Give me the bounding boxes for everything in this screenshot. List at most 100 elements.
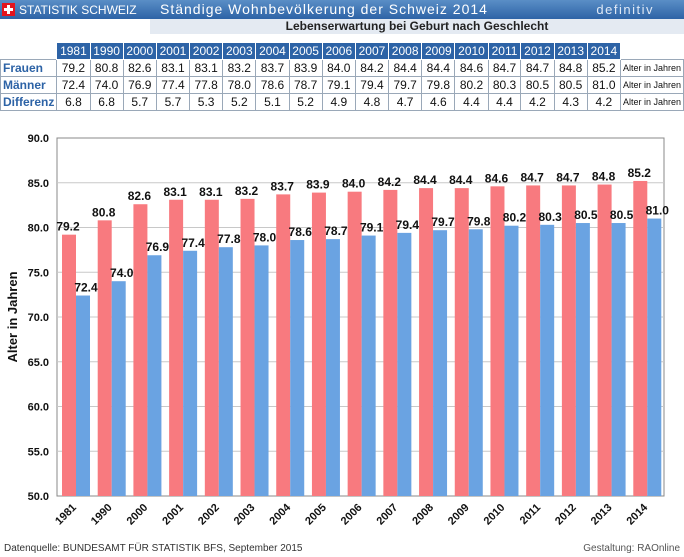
table-cell: 79.2: [56, 59, 91, 77]
data-label: 80.2: [503, 211, 527, 225]
x-tick-label: 2003: [232, 502, 258, 528]
table-cell: 83.1: [189, 59, 224, 77]
x-tick-label: 2000: [125, 502, 151, 528]
data-label: 80.3: [538, 210, 562, 224]
bar-men: [254, 245, 269, 496]
table-year-header: 2005: [288, 42, 323, 60]
table-cell: 85.2: [586, 59, 621, 77]
table-corner: [0, 42, 57, 60]
table-cell: 4.9: [321, 93, 356, 111]
table-cell: 83.9: [288, 59, 323, 77]
data-label: 78.0: [253, 230, 277, 244]
table-year-header: 2001: [155, 42, 191, 60]
data-label: 84.6: [485, 171, 509, 185]
x-tick-label: 2009: [446, 502, 472, 528]
table-row-label: Männer: [0, 76, 58, 94]
table-cell: 82.6: [122, 59, 157, 77]
bar-men: [468, 229, 483, 496]
bar-women: [454, 188, 469, 496]
table-row: Differenz 6.8 6.8 5.7 5.7 5.3 5.2 5.1 5.2 4.9 4.8 4…: [0, 93, 684, 111]
bar-women: [597, 184, 612, 496]
table-row-label: Frauen: [0, 59, 58, 77]
bar-women: [62, 234, 76, 496]
table-cell: 5.7: [155, 93, 191, 111]
table-unit: Alter in Jahren: [619, 59, 684, 77]
table-cell: 84.4: [388, 59, 423, 77]
bar-men: [575, 223, 590, 496]
table-cell: 4.6: [421, 93, 456, 111]
table-year-header: 2008: [388, 42, 423, 60]
table-year-header: 2006: [321, 42, 356, 60]
table-cell: 79.4: [354, 76, 390, 94]
table-year-header: 2011: [487, 42, 522, 60]
bar-men: [111, 281, 126, 496]
y-tick-label: 55.0: [28, 446, 49, 458]
data-label: 77.4: [181, 236, 205, 250]
table-cell: 6.8: [89, 93, 124, 111]
bar-women: [561, 185, 576, 496]
data-label: 84.8: [592, 170, 616, 184]
table-cell: 84.4: [421, 59, 456, 77]
table-cell: 4.2: [586, 93, 621, 111]
x-tick-label: 2011: [518, 502, 543, 527]
data-label: 74.0: [110, 266, 134, 280]
bar-women: [311, 192, 326, 496]
data-label: 78.6: [289, 225, 313, 239]
data-label: 79.1: [360, 221, 384, 235]
bar-women: [419, 188, 434, 496]
table-cell: 5.1: [255, 93, 290, 111]
table-cell: 5.2: [222, 93, 257, 111]
bar-men: [361, 235, 376, 496]
table-row: Frauen 79.2 80.8 82.6 83.1 83.1 83.2 83.7 83.9 84…: [0, 59, 684, 77]
bar-men: [325, 239, 340, 496]
table-cell: 77.8: [189, 76, 224, 94]
data-label: 79.8: [467, 214, 491, 228]
table-cell: 84.8: [553, 59, 588, 77]
brand-label: STATISTIK SCHWEIZ: [19, 2, 137, 17]
data-label: 77.8: [217, 232, 241, 246]
bar-men: [540, 224, 555, 496]
table-cell: 4.2: [520, 93, 555, 111]
table-cell: 80.5: [520, 76, 555, 94]
table-cell: 79.8: [421, 76, 456, 94]
status-label: definitiv: [596, 2, 654, 17]
data-label: 80.5: [610, 208, 634, 222]
y-tick-label: 90.0: [28, 133, 49, 145]
x-tick-label: 2013: [589, 502, 615, 528]
credit: Gestaltung: RAOnline: [583, 543, 680, 554]
x-tick-label: 2008: [410, 502, 436, 528]
table-cell: 74.0: [89, 76, 124, 94]
bar-men: [76, 295, 90, 496]
swiss-flag-icon: [2, 3, 15, 16]
bar-women: [204, 199, 219, 496]
data-label: 80.8: [92, 205, 116, 219]
data-label: 79.4: [396, 218, 420, 232]
table-cell: 84.2: [354, 59, 390, 77]
table-cell: 80.3: [487, 76, 522, 94]
chart-subtitle: Lebenserwartung bei Geburt nach Geschlec…: [150, 19, 684, 34]
x-tick-label: 2001: [160, 502, 186, 528]
table-year-header: 2000: [122, 42, 157, 60]
table-year-header: 2014: [586, 42, 621, 60]
table-cell: 77.4: [155, 76, 191, 94]
table-year-header: 2007: [354, 42, 390, 60]
bar-women: [276, 194, 291, 496]
x-tick-label: 2007: [375, 502, 401, 528]
table-year-header: 1990: [89, 42, 124, 60]
table-cell: 78.7: [288, 76, 323, 94]
y-tick-label: 85.0: [28, 178, 49, 190]
data-label: 84.4: [449, 173, 473, 187]
bar-men: [147, 255, 162, 496]
table-year-header: 2010: [454, 42, 489, 60]
table-row-label: Differenz: [0, 93, 58, 111]
table-cell: 4.8: [354, 93, 390, 111]
table-cell: 84.7: [520, 59, 555, 77]
data-label: 81.0: [646, 204, 670, 218]
x-tick-label: 2005: [303, 502, 329, 528]
data-label: 84.7: [556, 170, 580, 184]
bar-women: [347, 191, 362, 496]
bar-women: [240, 198, 255, 497]
table-cell: 4.3: [553, 93, 588, 111]
table-year-header: 2009: [421, 42, 456, 60]
bar-men: [183, 250, 198, 496]
